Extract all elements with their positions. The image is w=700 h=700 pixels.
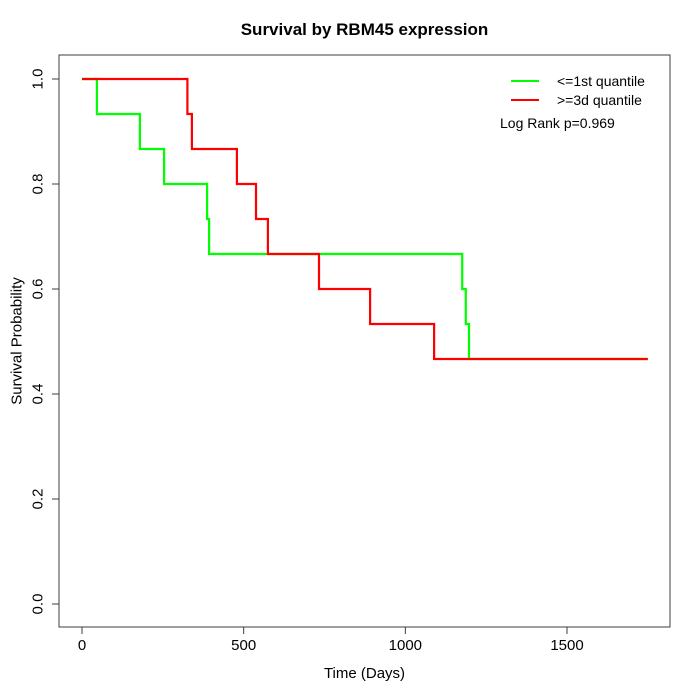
x-axis-ticks: 0 500 1000 1500 <box>78 627 584 654</box>
x-tick-label: 0 <box>78 637 86 654</box>
legend-label-green: <=1st quantile <box>557 72 645 89</box>
x-tick-label: 1000 <box>389 637 422 654</box>
y-tick-label: 0.2 <box>30 489 47 510</box>
plot-box <box>58 54 671 628</box>
x-tick-label: 500 <box>231 637 256 654</box>
y-tick-label: 0.8 <box>30 174 47 195</box>
chart-title: Survival by RBM45 expression <box>240 20 489 39</box>
y-tick-label: 0.6 <box>30 279 47 300</box>
legend-line-red <box>511 98 539 101</box>
km-curve-third-quantile <box>82 77 648 361</box>
logrank-annotation: Log Rank p=0.969 <box>500 115 615 131</box>
y-tick-label: 1.0 <box>30 69 47 90</box>
legend-label-red: >=3d quantile <box>557 91 642 108</box>
legend-line-green <box>511 79 539 82</box>
y-axis-ticks: 0.0 0.2 0.4 0.6 0.8 1.0 <box>30 69 59 615</box>
y-tick-label: 0.4 <box>30 384 47 405</box>
y-axis-label: Survival Probability <box>8 277 26 405</box>
x-axis-label: Time (Days) <box>323 665 406 682</box>
legend-item-third-quantile: >=3d quantile <box>500 90 645 109</box>
legend-item-first-quantile: <=1st quantile <box>500 71 645 90</box>
y-tick-label: 0.0 <box>30 594 47 615</box>
x-tick-label: 1500 <box>550 637 583 654</box>
legend: <=1st quantile >=3d quantile Log Rank p=… <box>500 71 645 132</box>
km-curve-first-quantile <box>82 77 648 361</box>
